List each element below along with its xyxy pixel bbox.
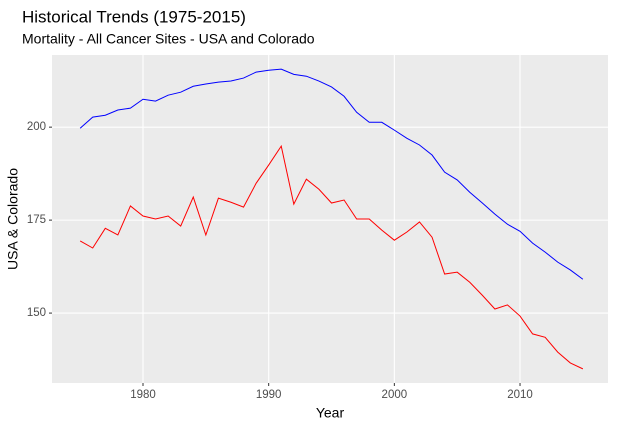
series-line <box>79 68 584 280</box>
y-axis-label: USA & Colorado <box>5 168 21 270</box>
chart-subtitle: Mortality - All Cancer Sites - USA and C… <box>22 31 315 47</box>
y-tick-label: 150 <box>27 307 46 319</box>
plot-panel <box>52 55 608 383</box>
x-axis-label: Year <box>316 405 345 421</box>
x-tick-label: 2010 <box>507 389 533 401</box>
y-tick-label: 200 <box>27 121 46 133</box>
chart-title: Historical Trends (1975-2015) <box>22 7 246 26</box>
y-tick-label: 175 <box>27 214 46 226</box>
series-line <box>79 144 584 370</box>
x-tick-label: 1990 <box>256 389 282 401</box>
x-tick-label: 1980 <box>130 389 156 401</box>
x-tick-label: 2000 <box>382 389 408 401</box>
